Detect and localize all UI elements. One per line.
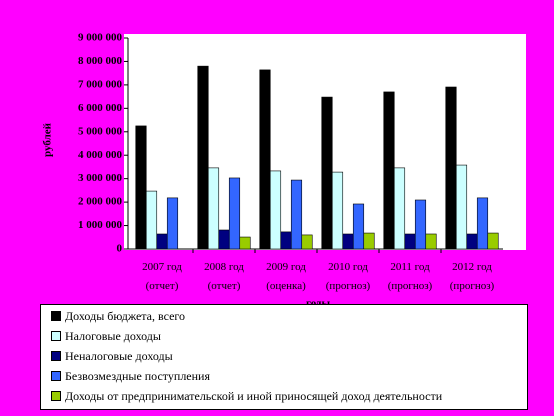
x-tick-label: 2010 год (прогноз) — [325, 261, 371, 292]
legend-item: Неналоговые доходы — [51, 349, 173, 364]
x-tick-label: 2009 год (оценка) — [266, 261, 306, 292]
legend-swatch — [51, 331, 61, 341]
legend-label: Доходы бюджета, всего — [65, 309, 186, 323]
legend-label: Налоговые доходы — [65, 329, 161, 343]
y-tick-label: 2 000 000 — [78, 196, 123, 208]
legend-swatch — [51, 351, 61, 361]
legend-swatch — [51, 311, 61, 321]
bar — [145, 190, 158, 250]
bar — [445, 86, 457, 250]
y-tick-label: 6 000 000 — [78, 102, 123, 114]
legend: Доходы бюджета, всего Налоговые доходы Нен… — [40, 304, 528, 410]
x-tick-label: 2012 год (прогноз) — [449, 261, 495, 292]
bar — [466, 233, 478, 250]
legend-item: Безвозмездные поступления — [51, 369, 210, 384]
bar — [280, 231, 292, 250]
y-tick-label: 8 000 000 — [78, 55, 123, 67]
bar — [331, 171, 344, 250]
y-tick-label: 1 000 000 — [78, 219, 123, 231]
bar — [487, 232, 499, 250]
bar — [393, 167, 406, 250]
bar — [197, 65, 209, 250]
y-tick-label: 0 — [117, 243, 123, 255]
bar — [239, 236, 251, 250]
legend-item: Налоговые доходы — [51, 329, 161, 344]
bar — [207, 167, 220, 250]
y-axis-label: рублей — [42, 122, 54, 157]
legend-item: Доходы бюджета, всего — [51, 309, 185, 324]
legend-label: Безвозмездные поступления — [65, 369, 210, 383]
bar — [383, 91, 395, 250]
x-tick-label: 2011 год (прогноз) — [387, 261, 433, 292]
bar — [414, 199, 427, 250]
y-tick-label: 4 000 000 — [78, 149, 123, 161]
legend-label: Неналоговые доходы — [65, 349, 173, 363]
bar — [455, 164, 468, 250]
bar — [269, 170, 282, 250]
bar — [352, 203, 365, 250]
x-tick-label: 2007 год (отчет) — [142, 261, 182, 292]
bar — [363, 232, 375, 250]
legend-item: Доходы от предпринимательской и иной при… — [51, 389, 442, 404]
bar — [228, 177, 241, 250]
bar — [259, 69, 271, 250]
bar — [301, 234, 313, 250]
legend-swatch — [51, 371, 61, 381]
y-tick-label: 7 000 000 — [78, 78, 123, 90]
x-tick-label: 2008 год (отчет) — [204, 261, 244, 292]
bar — [166, 197, 179, 250]
bar — [135, 125, 147, 250]
bar — [156, 233, 168, 250]
legend-swatch — [51, 391, 61, 401]
bar — [404, 233, 416, 250]
y-tick-label: 3 000 000 — [78, 172, 123, 184]
bar — [218, 229, 230, 250]
bar — [290, 179, 303, 250]
y-tick-label: 9 000 000 — [78, 32, 123, 44]
bar — [476, 197, 489, 250]
bar — [321, 96, 333, 250]
bar — [425, 233, 437, 250]
legend-label: Доходы от предпринимательской и иной при… — [65, 389, 443, 403]
y-tick-label: 5 000 000 — [78, 125, 123, 137]
bar — [342, 233, 354, 250]
